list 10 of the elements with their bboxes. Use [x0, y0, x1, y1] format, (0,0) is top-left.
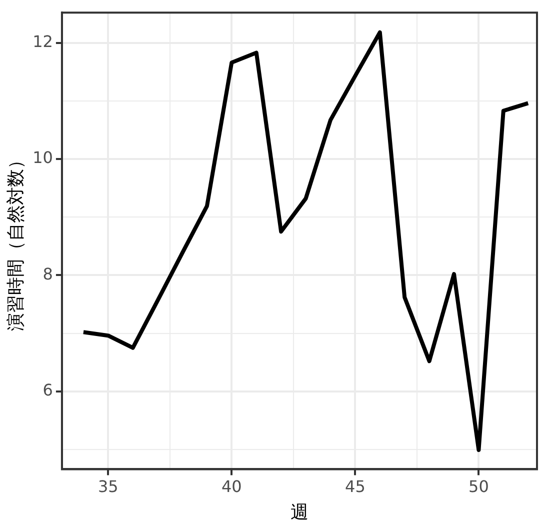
x-tick-label: 45: [345, 476, 366, 496]
x-tick-label: 50: [468, 476, 489, 496]
y-axis-title: 演習時間（自然対数）: [5, 150, 26, 331]
y-tick-label: 10: [32, 148, 53, 168]
y-tick-label: 6: [42, 380, 53, 400]
y-tick-label: 8: [42, 264, 53, 284]
x-tick-label: 40: [221, 476, 242, 496]
x-tick-label: 35: [98, 476, 118, 496]
y-tick-label: 12: [32, 32, 53, 51]
x-axis-title: 週: [290, 502, 308, 523]
